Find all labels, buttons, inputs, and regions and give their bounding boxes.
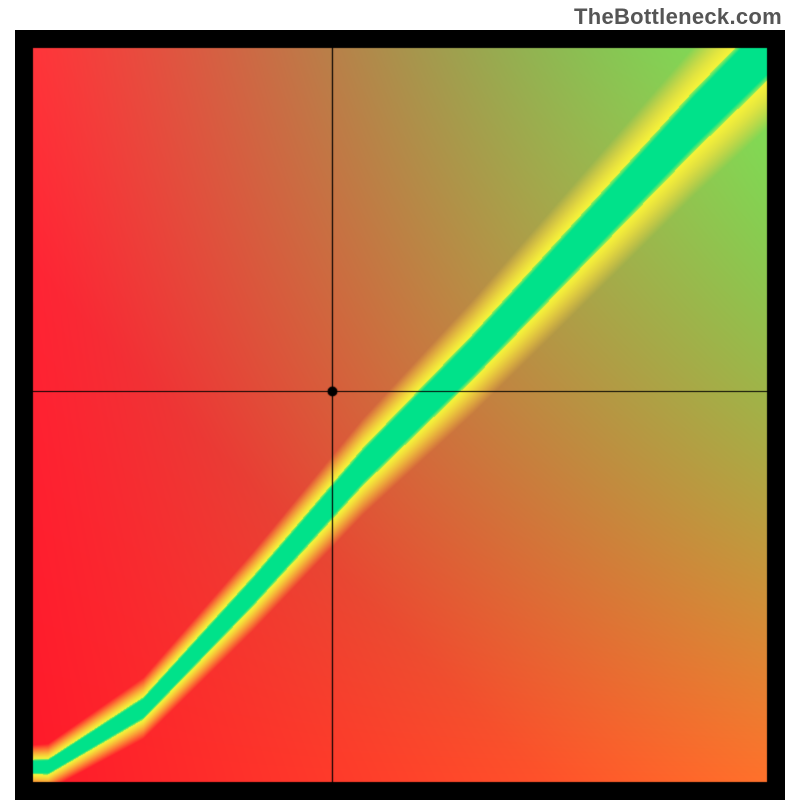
watermark-text: TheBottleneck.com (574, 4, 782, 30)
bottleneck-heatmap (15, 30, 785, 800)
